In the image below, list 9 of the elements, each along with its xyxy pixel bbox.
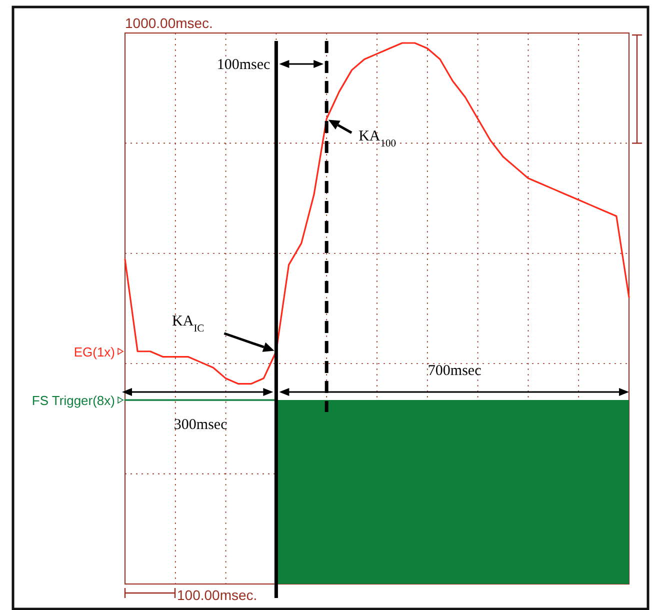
annotation: 300msec (174, 417, 228, 433)
annotation: KA$_{100}$ (358, 128, 396, 150)
text: 100.00msec. (177, 587, 258, 603)
annotation: KA$_{IC}$ (172, 313, 204, 334)
annotation: 700msec (428, 363, 482, 379)
legend-label: EG(1x) (74, 344, 115, 360)
annotation: 100msec (216, 57, 271, 73)
legend-label: FS Trigger(8x) (32, 393, 115, 408)
text: 1000.00msec. (125, 15, 213, 31)
